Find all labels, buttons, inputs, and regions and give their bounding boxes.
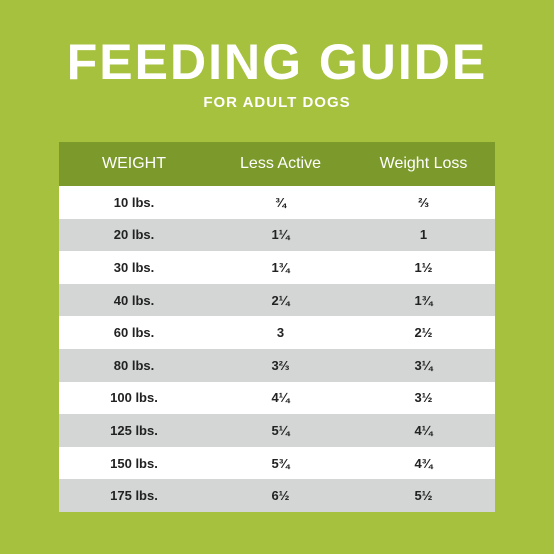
table-row: 60 lbs. 3 2½ <box>59 316 495 349</box>
weight-cell: 175 lbs. <box>110 488 158 504</box>
less-active-cell: 4¼ <box>271 390 290 406</box>
weight-loss-cell: 5½ <box>414 488 433 504</box>
weight-cell: 125 lbs. <box>110 422 158 438</box>
column-header-weight-loss: Weight Loss <box>379 155 468 172</box>
table-row: 20 lbs. 1¼ 1 <box>59 218 495 252</box>
weight-loss-cell: 3¼ <box>414 357 433 373</box>
weight-loss-cell: 1¾ <box>414 292 433 308</box>
less-active-cell: 1¼ <box>271 227 290 243</box>
column-header-less-active: Less Active <box>240 155 321 172</box>
weight-cell: 30 lbs. <box>113 259 155 275</box>
weight-loss-cell: 4¾ <box>414 455 433 471</box>
weight-cell: 10 lbs. <box>113 194 155 210</box>
weight-loss-cell: 2½ <box>414 325 433 341</box>
less-active-cell: 6½ <box>271 488 290 504</box>
feeding-table: WEIGHT Less Active Weight Loss 10 lbs. ¾… <box>59 142 495 512</box>
weight-cell: 150 lbs. <box>110 455 158 471</box>
weight-loss-cell: 1 <box>419 227 428 243</box>
less-active-cell: 2¼ <box>271 292 290 308</box>
table-row: 80 lbs. 3⅔ 3¼ <box>59 348 495 382</box>
weight-loss-cell: 3½ <box>414 390 433 406</box>
table-row: 30 lbs. 1¾ 1½ <box>59 251 495 284</box>
less-active-cell: 3⅔ <box>271 357 290 373</box>
table-row: 125 lbs. 5¼ 4¼ <box>59 414 495 447</box>
weight-loss-cell: 1½ <box>414 259 433 275</box>
weight-cell: 60 lbs. <box>113 325 155 341</box>
less-active-cell: ¾ <box>275 194 286 210</box>
less-active-cell: 1¾ <box>271 259 290 275</box>
less-active-cell: 5¾ <box>271 455 290 471</box>
table-row: 100 lbs. 4¼ 3½ <box>59 381 495 415</box>
weight-cell: 20 lbs. <box>113 227 155 243</box>
table-row: 40 lbs. 2¼ 1¾ <box>59 283 495 317</box>
weight-cell: 80 lbs. <box>113 357 155 373</box>
table-header-row: WEIGHT Less Active Weight Loss <box>59 142 495 186</box>
weight-cell: 40 lbs. <box>113 292 155 308</box>
table-row: 150 lbs. 5¾ 4¾ <box>59 446 495 480</box>
column-header-weight: WEIGHT <box>102 155 166 172</box>
weight-loss-cell: ⅔ <box>418 194 429 210</box>
page-title: FEEDING GUIDE <box>66 34 488 90</box>
page-subtitle: FOR ADULT DOGS <box>203 94 351 111</box>
weight-cell: 100 lbs. <box>110 390 158 406</box>
less-active-cell: 5¼ <box>271 422 290 438</box>
table-row: 10 lbs. ¾ ⅔ <box>59 186 495 219</box>
weight-loss-cell: 4¼ <box>414 422 433 438</box>
less-active-cell: 3 <box>276 325 285 341</box>
table-row: 175 lbs. 6½ 5½ <box>59 479 495 512</box>
